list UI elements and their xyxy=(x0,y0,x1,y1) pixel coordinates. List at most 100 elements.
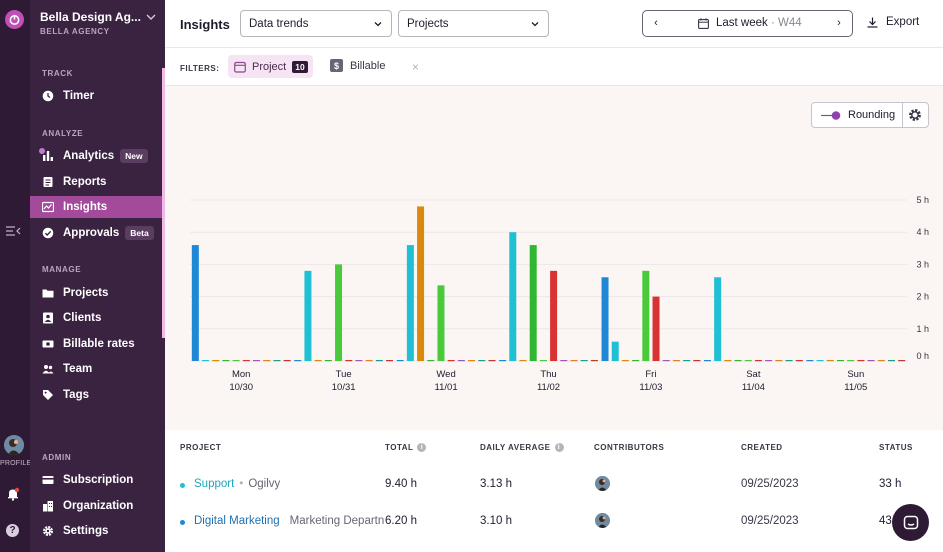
main-content: Insights Data trends Projects ‹ Last wee… xyxy=(165,0,943,552)
column-header-contributors[interactable]: CONTRIBUTORS xyxy=(594,443,664,452)
y-tick-label: 3 h xyxy=(916,259,929,269)
chart-bar xyxy=(601,277,609,361)
filter-bar: FILTERS: Project 10 $ Billable × xyxy=(165,48,943,86)
sidebar-item-settings[interactable]: Settings xyxy=(30,520,165,542)
sidebar-item-insights[interactable]: Insights xyxy=(30,196,165,218)
column-header-project[interactable]: PROJECT xyxy=(180,443,221,452)
sidebar-item-team[interactable]: Team xyxy=(30,358,165,380)
column-header-daily-average[interactable]: DAILY AVERAGE i xyxy=(480,443,564,452)
rounding-toggle[interactable] xyxy=(821,111,841,120)
week-number: W44 xyxy=(778,17,802,29)
previous-week-chevron-icon[interactable]: ‹ xyxy=(654,17,658,29)
info-icon[interactable]: i xyxy=(417,443,427,452)
chart-bar-baseline xyxy=(478,360,486,362)
chat-support-button[interactable] xyxy=(892,504,929,541)
created-cell: 09/25/2023 xyxy=(741,478,799,490)
chart-bar-baseline xyxy=(519,360,527,362)
chart-bar-baseline xyxy=(447,360,455,362)
chart-bar-baseline xyxy=(242,360,250,362)
project-filter-count: 10 xyxy=(292,60,308,73)
rounding-control: Rounding xyxy=(811,102,929,128)
chart-bar-baseline xyxy=(847,360,855,362)
project-filter-chip[interactable]: Project 10 xyxy=(228,55,313,78)
sidebar-item-reports[interactable]: Reports xyxy=(30,171,165,193)
table-row[interactable]: Digital Marketing Marketing Departn 6.20 … xyxy=(165,503,943,539)
sidebar-item-clients[interactable]: Clients xyxy=(30,307,165,329)
project-name-link[interactable]: Support xyxy=(194,478,235,490)
sidebar-item-label: Organization xyxy=(63,500,134,512)
sidebar-item-label: Clients xyxy=(63,312,102,324)
chart-bar xyxy=(191,245,199,361)
chevron-down-icon xyxy=(531,22,539,27)
workspace-subtitle: BELLA AGENCY xyxy=(40,27,110,36)
collapse-sidebar-icon[interactable] xyxy=(5,224,21,238)
chart-bar xyxy=(550,270,558,361)
chart-bar-baseline xyxy=(826,360,834,362)
group-select[interactable]: Projects xyxy=(398,10,549,37)
projects-table: PROJECT TOTAL i DAILY AVERAGE i CONTRIBUTO… xyxy=(165,430,943,552)
y-tick-label: 4 h xyxy=(916,227,929,237)
chart-bar-baseline xyxy=(703,360,711,362)
contributor-avatar[interactable] xyxy=(595,476,610,491)
workspace-chevron-down-icon[interactable] xyxy=(146,12,156,22)
profile-avatar[interactable] xyxy=(4,435,24,455)
page-title: Insights xyxy=(180,17,230,32)
view-select[interactable]: Data trends xyxy=(240,10,392,37)
chevron-down-icon xyxy=(374,22,382,27)
sidebar-item-label: Reports xyxy=(63,176,107,188)
chart-bar-baseline xyxy=(570,360,578,362)
sidebar-item-label: Timer xyxy=(63,90,95,102)
y-tick-label: 5 h xyxy=(916,195,929,205)
info-icon[interactable]: i xyxy=(554,443,564,452)
chart-bar xyxy=(642,270,650,361)
chart-bar xyxy=(335,264,343,361)
chart-bar-baseline xyxy=(621,360,629,362)
column-header-status[interactable]: STATUS xyxy=(879,443,913,452)
export-button[interactable]: Export xyxy=(867,16,919,28)
chart-bar-baseline xyxy=(754,360,762,362)
sidebar-item-subscription[interactable]: Subscription xyxy=(30,469,165,491)
chart-bar-baseline xyxy=(744,360,752,362)
project-filter-label: Project xyxy=(252,60,287,73)
billable-filter-chip[interactable]: $ Billable xyxy=(330,59,385,72)
sidebar-item-timer[interactable]: Timer xyxy=(30,85,165,107)
sidebar-item-label: Tags xyxy=(63,389,89,401)
rounding-settings-gear-icon[interactable] xyxy=(908,108,922,122)
column-header-label: PROJECT xyxy=(180,443,222,452)
date-range-picker[interactable]: ‹ Last week · W44 › xyxy=(642,10,853,37)
sidebar-item-projects[interactable]: Projects xyxy=(30,282,165,304)
column-header-total[interactable]: TOTAL i xyxy=(385,443,427,452)
clear-filters-close-icon[interactable]: × xyxy=(412,60,420,74)
new-badge: New xyxy=(120,149,148,163)
chart-bar-baseline xyxy=(785,360,793,362)
chart-bar-baseline xyxy=(324,360,332,362)
project-color-dot xyxy=(180,520,185,525)
sidebar-item-analytics[interactable]: Analytics New xyxy=(30,145,165,167)
table-row[interactable]: Support • Ogilvy 9.40 h 3.13 h 09/25/2023 … xyxy=(165,466,943,502)
contributor-avatar[interactable] xyxy=(595,513,610,528)
project-name-link[interactable]: Digital Marketing xyxy=(194,515,280,527)
sidebar-item-tags[interactable]: Tags xyxy=(30,384,165,406)
column-header-created[interactable]: CREATED xyxy=(741,443,783,452)
sidebar-item-billable-rates[interactable]: Billable rates xyxy=(30,333,165,355)
sidebar-item-label: Analytics xyxy=(63,150,115,162)
x-tick-label-day: Wed xyxy=(436,369,455,380)
workspace-name[interactable]: Bella Design Ag... xyxy=(40,10,141,24)
sidebar-item-approvals[interactable]: Approvals Beta xyxy=(30,222,165,244)
status-cell: 43 xyxy=(879,515,892,527)
chart-bar xyxy=(529,245,537,361)
app-logo-icon[interactable] xyxy=(5,10,24,29)
project-color-dot xyxy=(180,483,185,488)
chart-bar-baseline xyxy=(662,360,670,362)
chart-bar-baseline xyxy=(632,360,640,362)
help-icon[interactable]: ? xyxy=(6,524,19,537)
notifications-bell-icon[interactable] xyxy=(6,487,20,501)
chart-bar-baseline xyxy=(539,360,547,362)
chart-bar-baseline xyxy=(375,360,383,362)
chart-bar-baseline xyxy=(693,360,701,362)
chart-bar-baseline xyxy=(836,360,844,362)
sidebar-item-organization[interactable]: Organization xyxy=(30,495,165,517)
chat-bubble-icon xyxy=(903,515,918,529)
next-week-chevron-icon[interactable]: › xyxy=(837,17,841,29)
x-tick-label-day: Mon xyxy=(232,369,250,380)
